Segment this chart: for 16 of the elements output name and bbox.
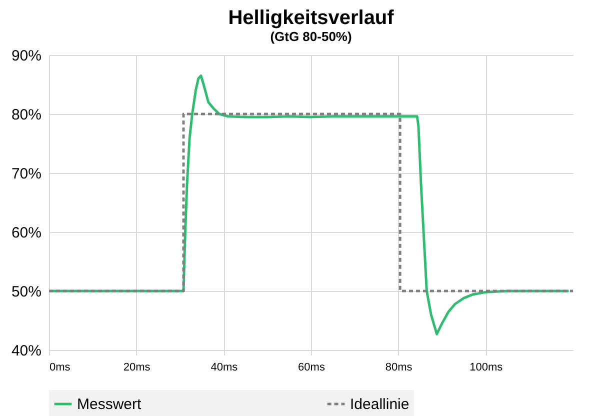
y-tick-label: 80% xyxy=(11,106,42,124)
chart-subtitle: (GtG 80-50%) xyxy=(270,29,352,44)
y-tick-label: 50% xyxy=(11,284,42,300)
chart-title: Helligkeitsverlauf xyxy=(228,7,394,29)
y-tick-label: 90% xyxy=(11,48,42,64)
y-tick-label: 60% xyxy=(11,224,42,242)
legend-label: Ideallinie xyxy=(350,396,410,413)
x-tick-label: 0ms xyxy=(50,362,71,374)
x-tick-label: 40ms xyxy=(210,362,238,374)
y-tick-label: 40% xyxy=(11,342,42,360)
legend-label: Messwert xyxy=(77,396,142,413)
x-tick-label: 20ms xyxy=(123,362,151,374)
x-tick-label: 60ms xyxy=(298,362,326,374)
x-tick-label: 80ms xyxy=(385,362,413,374)
y-tick-label: 70% xyxy=(11,166,42,182)
x-tick-label: 100ms xyxy=(470,362,504,374)
